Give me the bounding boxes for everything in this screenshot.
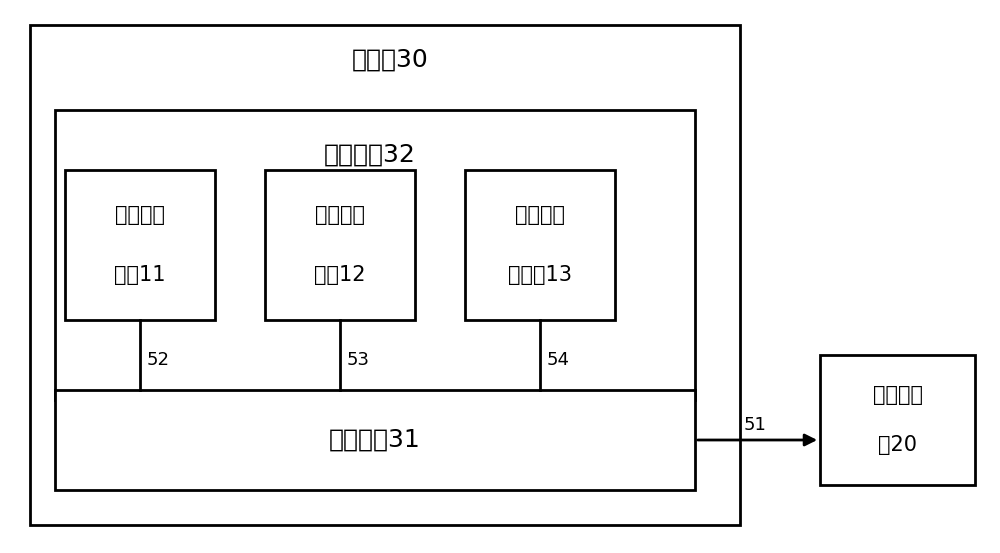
Bar [65, 170, 215, 320]
Bar [465, 170, 615, 320]
Text: 测单刳13: 测单刳13 [508, 265, 572, 285]
Text: 51: 51 [744, 416, 766, 434]
Bar [55, 110, 695, 400]
Text: 中转存储: 中转存储 [872, 385, 922, 405]
Text: 单刳12: 单刳12 [314, 265, 366, 285]
Text: 加速度监: 加速度监 [515, 205, 565, 225]
Text: 语音识别: 语音识别 [115, 205, 165, 225]
Text: 模20: 模20 [878, 435, 917, 455]
Bar [265, 170, 415, 320]
Text: 单刳11: 单刳11 [114, 265, 166, 285]
Text: 52: 52 [147, 351, 170, 369]
Text: 53: 53 [347, 351, 370, 369]
Text: 采集单刳32: 采集单刳32 [324, 143, 416, 167]
Bar [30, 25, 740, 525]
Text: 路噪监测: 路噪监测 [315, 205, 365, 225]
Text: 降噪模30: 降噪模30 [352, 48, 428, 72]
Bar [820, 355, 975, 485]
Text: 54: 54 [547, 351, 570, 369]
Text: 降噪单刱31: 降噪单刱31 [329, 428, 421, 452]
Bar [55, 390, 695, 490]
